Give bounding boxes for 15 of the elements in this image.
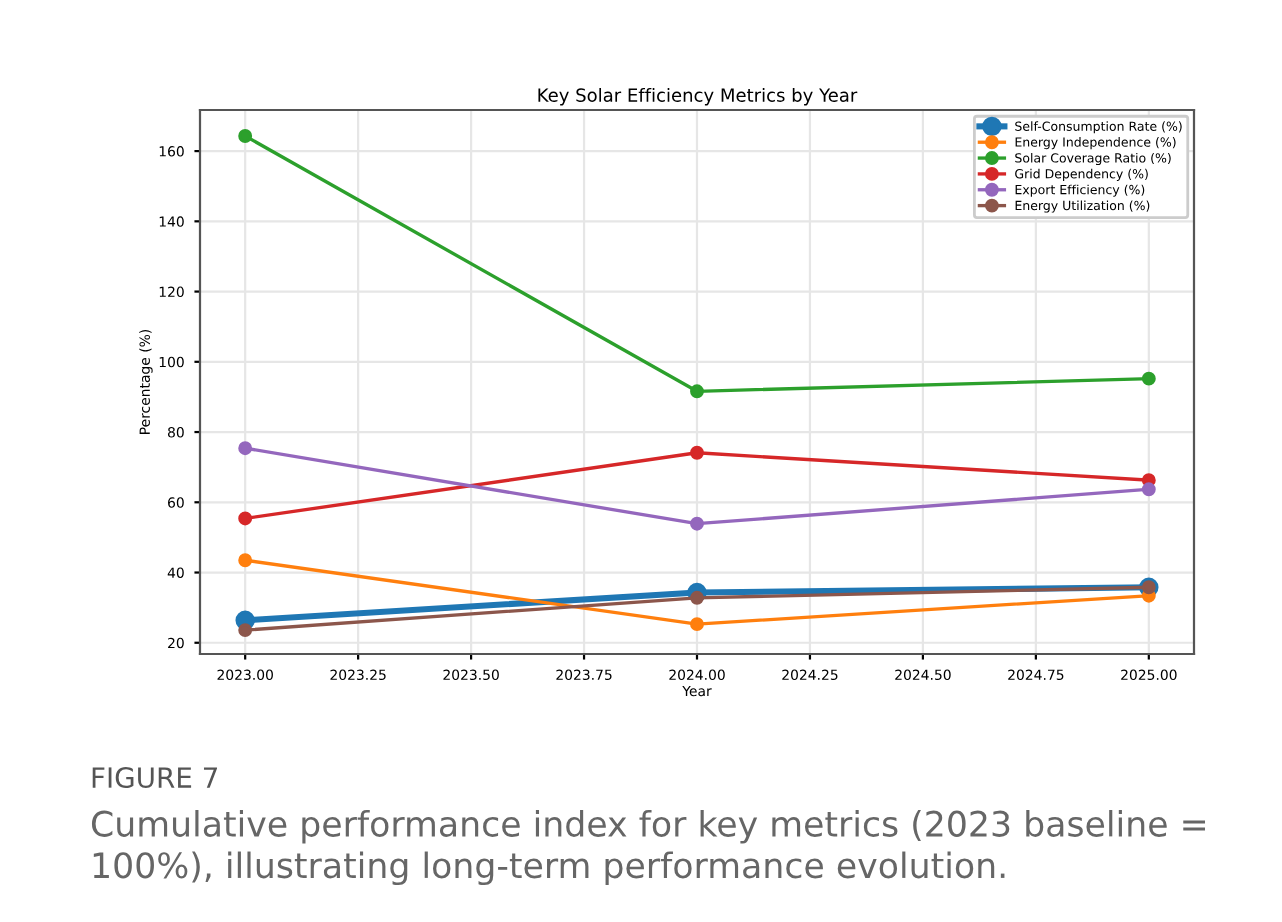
point <box>690 617 704 632</box>
point <box>238 129 253 143</box>
chart-title: Key Solar Efficiency Metrics by Year <box>538 87 858 106</box>
point <box>1141 371 1156 386</box>
point <box>238 441 253 456</box>
point <box>238 511 253 526</box>
text: Cumulative performance index for key metrics (2023 baseline = 100%), illustrating long-term performance evolution. <box>91 810 1206 886</box>
point <box>1141 482 1156 497</box>
point <box>690 384 704 399</box>
caption: FIGURE 7 <box>92 767 218 789</box>
point <box>238 623 253 638</box>
point <box>690 445 704 460</box>
point <box>690 590 704 605</box>
point <box>690 516 704 531</box>
point <box>238 553 253 568</box>
